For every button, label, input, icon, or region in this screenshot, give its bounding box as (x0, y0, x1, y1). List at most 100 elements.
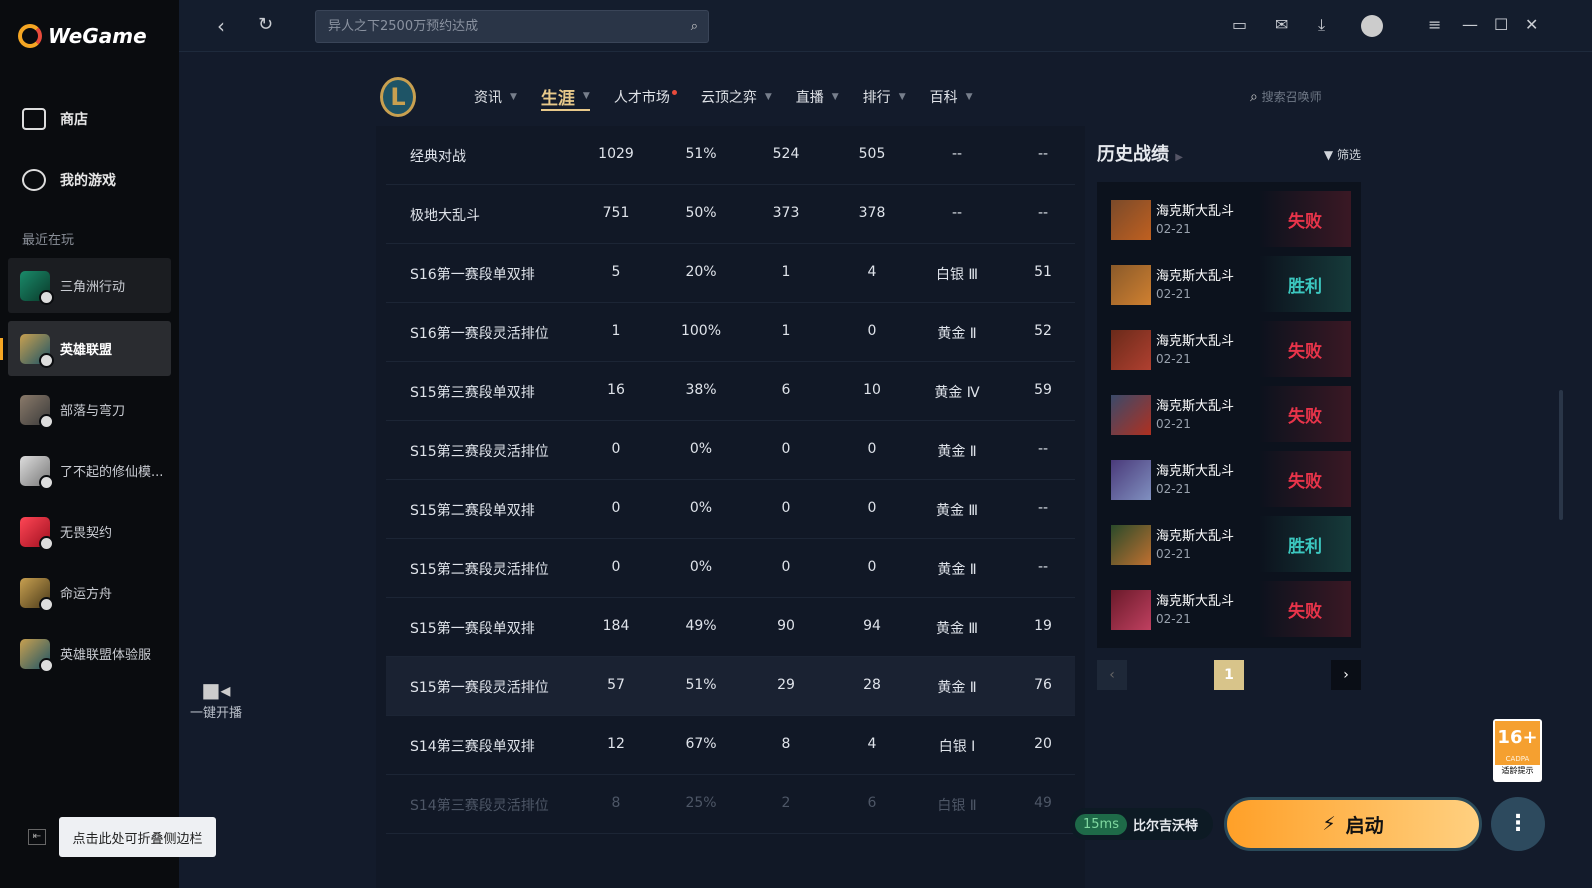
match-item[interactable]: 海克斯大乱斗 02-21 失败 (1097, 442, 1361, 507)
sidebar-game[interactable]: 三角洲行动 (8, 258, 171, 313)
table-cell: 0 (611, 441, 621, 457)
match-item[interactable]: 海克斯大乱斗 02-21 失败 (1097, 182, 1361, 247)
launch-button[interactable]: ⚡ 启动 (1224, 797, 1482, 851)
queue-name: S14第三赛段灵活排位 (410, 798, 549, 814)
sidebar-game[interactable]: 英雄联盟体验服 (8, 626, 171, 681)
recent-label: 最近在玩 (22, 233, 75, 248)
minimize-icon[interactable]: — (1462, 15, 1478, 34)
ping: 15ms (1075, 813, 1127, 835)
match-result: 失败 (1259, 191, 1351, 247)
summoner-search[interactable]: ⌕ 搜索召唤师 (1250, 88, 1322, 105)
table-row[interactable]: S15第三赛段灵活排位 0 0% 0 0 黄金 Ⅱ -- (386, 421, 1075, 480)
match-date: 02-21 (1156, 222, 1191, 236)
tab-live[interactable]: 直播 ▼ (796, 87, 839, 107)
tab-label: 百科 (929, 90, 958, 106)
back-icon[interactable]: ‹ (217, 14, 225, 38)
chat-icon[interactable]: ▭ (1232, 15, 1248, 34)
page-number[interactable]: 1 (1214, 660, 1244, 690)
table-cell: 524 (772, 146, 800, 162)
mail-icon[interactable]: ✉ (1275, 15, 1289, 34)
gamepad-icon (22, 169, 46, 191)
download-icon[interactable]: ⤓ (1318, 15, 1326, 34)
age-rating-label: 16+ (1497, 727, 1538, 748)
sidebar-item-my-games[interactable]: 我的游戏 (22, 169, 116, 191)
search-icon[interactable]: ⌕ (690, 19, 698, 34)
table-row[interactable]: S16第一赛段单双排 5 20% 1 4 白银 Ⅲ 51 (386, 244, 1075, 303)
table-cell: 黄金 Ⅲ (935, 503, 979, 519)
sidebar-item-store[interactable]: 商店 (22, 108, 88, 130)
next-page-button[interactable]: › (1331, 660, 1361, 690)
tab-wiki[interactable]: 百科 ▼ (930, 87, 973, 107)
server-selector[interactable]: 15ms 比尔吉沃特 (1070, 808, 1213, 840)
refresh-icon[interactable]: ↻ (258, 14, 274, 35)
tab-label: 资讯 (474, 90, 502, 106)
table-cell: 51 (1034, 264, 1052, 280)
queue-name: S16第一赛段灵活排位 (410, 326, 549, 342)
sidebar-game[interactable]: 命运方舟 (8, 565, 171, 620)
tab-career[interactable]: 生涯 ▼ (540, 84, 590, 111)
match-item[interactable]: 海克斯大乱斗 02-21 失败 (1097, 572, 1361, 637)
collapse-sidebar-icon[interactable]: ⇤ (28, 829, 46, 845)
match-item[interactable]: 海克斯大乱斗 02-21 失败 (1097, 312, 1361, 377)
sidebar-game[interactable]: 无畏契约 (8, 504, 171, 559)
table-cell: 1 (611, 323, 621, 339)
match-mode: 海克斯大乱斗 (1156, 204, 1235, 219)
table-cell: 黄金 Ⅱ (937, 326, 977, 342)
filter-button[interactable]: ▼ 筛选 (1324, 146, 1361, 163)
match-item[interactable]: 海克斯大乱斗 02-21 胜利 (1097, 507, 1361, 572)
game-label: 部落与弯刀 (60, 404, 126, 419)
match-date: 02-21 (1156, 612, 1191, 626)
close-icon[interactable]: ✕ (1525, 15, 1539, 34)
table-row[interactable]: S16第一赛段灵活排位 1 100% 1 0 黄金 Ⅱ 52 (386, 303, 1075, 362)
sidebar-game[interactable]: 部落与弯刀 (8, 382, 171, 437)
table-row[interactable]: S15第二赛段灵活排位 0 0% 0 0 黄金 Ⅱ -- (386, 539, 1075, 598)
table-row[interactable]: 经典对战 1029 51% 524 505 -- -- (386, 126, 1075, 185)
scrollbar[interactable] (1559, 390, 1563, 520)
match-result: 胜利 (1259, 516, 1351, 572)
menu-icon[interactable]: ≡ (1428, 15, 1442, 34)
more-options-button[interactable]: ⋮ (1491, 797, 1545, 851)
table-cell: 50% (685, 205, 717, 221)
table-cell: 0 (867, 500, 877, 516)
champion-avatar (1111, 330, 1151, 370)
table-cell: 0 (611, 500, 621, 516)
table-row[interactable]: S15第一赛段灵活排位 57 51% 29 28 黄金 Ⅱ 76 (386, 657, 1075, 716)
match-item[interactable]: 海克斯大乱斗 02-21 失败 (1097, 377, 1361, 442)
table-cell: 505 (858, 146, 886, 162)
tab-talent[interactable]: 人才市场 (614, 87, 677, 107)
history-title[interactable]: 历史战绩 ▶ (1097, 140, 1361, 166)
table-cell: 51% (685, 677, 717, 693)
table-cell: 白银 Ⅱ (937, 798, 977, 814)
wegame-logo[interactable]: WeGame (18, 24, 147, 48)
caret-right-icon: ▶ (1175, 152, 1183, 163)
prev-page-button[interactable]: ‹ (1097, 660, 1127, 690)
sidebar-game[interactable]: 了不起的修仙模... (8, 443, 171, 498)
live-button[interactable]: ■◂ 一键开播 (190, 678, 242, 721)
table-row[interactable]: S15第一赛段单双排 184 49% 90 94 黄金 Ⅲ 19 (386, 598, 1075, 657)
match-mode: 海克斯大乱斗 (1156, 529, 1235, 544)
game-icon (20, 516, 54, 551)
table-cell: 0 (611, 559, 621, 575)
tab-tft[interactable]: 云顶之弈 ▼ (701, 87, 772, 107)
table-row[interactable]: S15第二赛段单双排 0 0% 0 0 黄金 Ⅲ -- (386, 480, 1075, 539)
match-mode: 海克斯大乱斗 (1156, 399, 1235, 414)
table-row[interactable]: S14第三赛段单双排 12 67% 8 4 白银 Ⅰ 20 (386, 716, 1075, 775)
maximize-icon[interactable]: ☐ (1494, 15, 1509, 34)
search-input[interactable]: 异人之下2500万预约达成 ⌕ (315, 10, 709, 43)
tab-news[interactable]: 资讯 ▼ (474, 87, 517, 107)
table-row[interactable]: S14第三赛段灵活排位 8 25% 2 6 白银 Ⅱ 49 (386, 775, 1075, 834)
tab-rank[interactable]: 排行 ▼ (863, 87, 906, 107)
lol-logo[interactable]: L (380, 77, 416, 117)
table-row[interactable]: S15第三赛段单双排 16 38% 6 10 黄金 Ⅳ 59 (386, 362, 1075, 421)
sidebar-game[interactable]: 英雄联盟 (8, 321, 171, 376)
avatar[interactable] (1361, 15, 1383, 37)
app-name: WeGame (48, 24, 147, 48)
match-item[interactable]: 海克斯大乱斗 02-21 胜利 (1097, 247, 1361, 312)
live-label: 一键开播 (190, 706, 243, 721)
champion-avatar (1111, 265, 1151, 305)
queue-name: S15第二赛段单双排 (410, 503, 535, 519)
table-cell: 100% (680, 323, 722, 339)
table-row[interactable]: 极地大乱斗 751 50% 373 378 -- -- (386, 185, 1075, 244)
match-result: 胜利 (1259, 256, 1351, 312)
table-cell: 0% (689, 559, 713, 575)
